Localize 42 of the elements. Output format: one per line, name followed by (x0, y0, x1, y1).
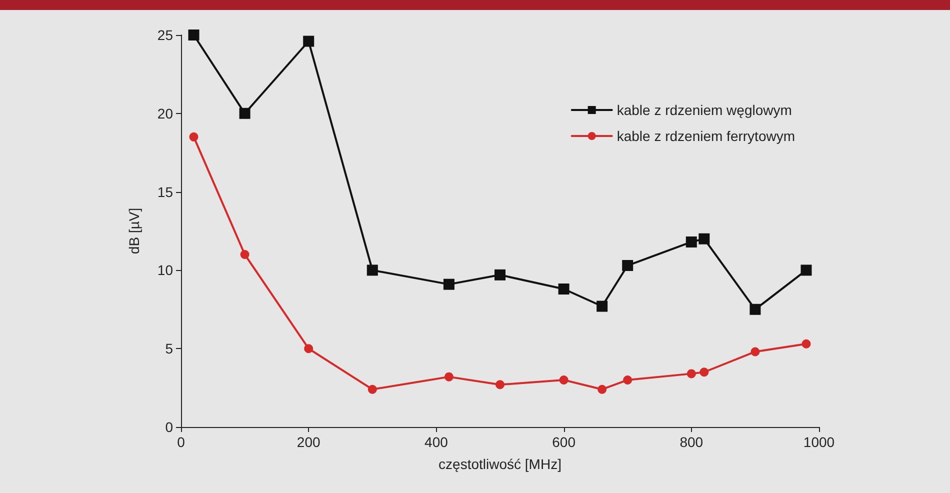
point (239, 108, 250, 119)
point (750, 304, 761, 315)
x-tick-label: 1000 (803, 434, 835, 450)
point (750, 347, 760, 356)
y-tick-label: 5 (165, 340, 174, 357)
y-tick-label: 0 (165, 419, 174, 435)
point (698, 233, 710, 244)
x-tick-label: 600 (552, 434, 576, 450)
legend-label: kable z rdzeniem ferrytowym (616, 128, 796, 144)
point (558, 284, 570, 295)
point (559, 375, 568, 384)
y-tick-label: 10 (157, 262, 174, 278)
legend-label: kable z rdzeniem węglowym (616, 102, 792, 118)
point (598, 384, 607, 394)
x-tick-label: 0 (177, 434, 186, 450)
point (240, 250, 250, 260)
y-tick-label: 20 (157, 105, 174, 122)
point (686, 236, 697, 248)
x-axis-title: częstotliwość [MHz] (438, 456, 562, 472)
y-axis-title: dB [µV] (126, 208, 142, 254)
point (700, 368, 709, 377)
point (366, 264, 378, 276)
x-tick-label: 400 (424, 434, 448, 450)
point (368, 384, 377, 394)
point (304, 344, 314, 354)
point (623, 375, 632, 384)
point (188, 30, 200, 40)
point (802, 339, 811, 348)
x-tick-label: 200 (296, 434, 320, 450)
y-tick-label: 15 (157, 184, 174, 200)
point (303, 36, 314, 47)
point (494, 269, 506, 280)
point (596, 300, 608, 312)
point (622, 260, 634, 271)
point (443, 278, 454, 290)
point (444, 372, 454, 382)
point (686, 369, 696, 378)
y-tick-label: 25 (157, 27, 174, 43)
point (496, 380, 504, 390)
point (800, 264, 812, 276)
x-tick-label: 800 (680, 434, 704, 450)
point (189, 132, 198, 142)
